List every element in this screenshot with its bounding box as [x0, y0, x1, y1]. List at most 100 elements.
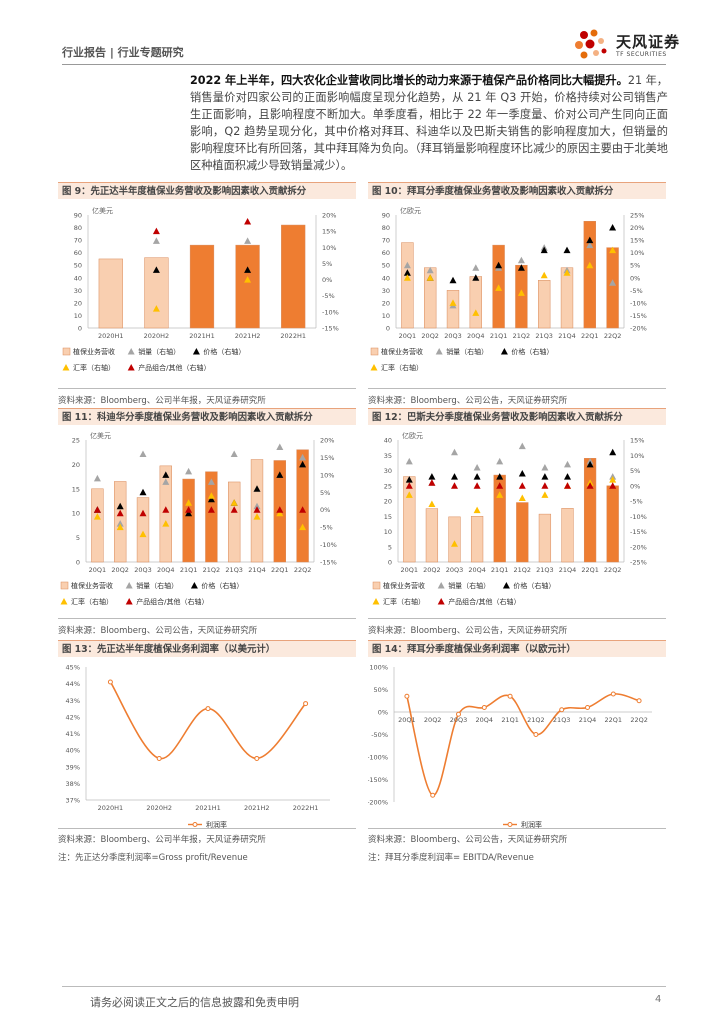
bar	[401, 242, 414, 329]
unit-label: 亿欧元	[402, 431, 423, 440]
y2-tick-label: -20%	[630, 325, 647, 333]
bar	[425, 508, 439, 563]
legend-label: 销量（右轴）	[448, 581, 490, 590]
figure-source: 资料来源：Bloomberg、公司公告，天风证券研究所	[368, 626, 568, 636]
figure-13: 图 13：先正达半年度植保业务利润率（以美元计） 45% 44% 43% 42% 41%…	[58, 640, 356, 870]
line-point	[636, 698, 642, 704]
point-价格右轴	[451, 473, 458, 480]
point-价格右轴	[564, 473, 571, 480]
point-产品组合其他右轴	[162, 506, 170, 513]
point-销量右轴	[541, 463, 549, 471]
legend-swatch	[125, 598, 133, 605]
point-产品组合其他右轴	[564, 482, 571, 489]
figure-note: 注：拜耳分季度利润率= EBITDA/Revenue	[368, 853, 534, 863]
point-产品组合其他右轴	[244, 217, 252, 225]
y-tick-label: 41%	[66, 730, 80, 738]
line-point	[156, 755, 162, 761]
x-tick-label: 2020H2	[144, 332, 170, 340]
point-汇率右轴	[609, 476, 617, 483]
figure-divider	[368, 828, 666, 829]
y2-tick-label: -25%	[630, 559, 647, 567]
footer-disclaimer[interactable]: 请务必阅读正文之后的信息披露和免责申明	[90, 996, 299, 1009]
point-产品组合其他右轴	[93, 506, 101, 513]
point-产品组合其他右轴	[253, 506, 261, 513]
point-销量右轴	[473, 463, 481, 471]
line-series	[109, 681, 307, 760]
point-汇率右轴	[116, 523, 124, 531]
point-销量右轴	[244, 237, 252, 244]
y2-tick-label: 20%	[320, 437, 334, 445]
y-tick-label: 20	[72, 461, 80, 469]
legend-swatch	[127, 364, 135, 371]
point-价格右轴	[428, 473, 436, 480]
legend-swatch-point	[192, 822, 198, 827]
y-tick-label: 30	[384, 467, 392, 475]
point-价格右轴	[116, 502, 124, 510]
x-tick-label: 20Q2	[421, 332, 439, 340]
point-产品组合其他右轴	[586, 482, 594, 489]
header-divider	[62, 64, 666, 65]
legend-swatch	[370, 347, 379, 356]
point-价格右轴	[517, 264, 525, 271]
y2-tick-label: 15%	[630, 237, 644, 245]
y-tick-label: 45%	[66, 664, 80, 672]
bar	[538, 513, 552, 563]
x-tick-label: 22Q2	[630, 716, 648, 724]
y-tick-label: 25	[72, 437, 80, 445]
page-number: 4	[655, 994, 662, 1005]
point-销量右轴	[139, 450, 147, 457]
y-tick-label: 20	[384, 498, 392, 506]
point-汇率右轴	[586, 261, 594, 269]
x-tick-label: 20Q2	[423, 566, 441, 574]
point-价格右轴	[586, 460, 594, 468]
legend-swatch	[437, 598, 445, 605]
chart-fig14: 100% 50% 0% -50% -100% -150% -200% 20Q1 20Q2 20Q3…	[368, 664, 652, 829]
point-汇率右轴	[517, 289, 525, 296]
bar	[470, 516, 484, 563]
point-销量右轴	[152, 237, 160, 244]
legend-label: 植保业务营收	[73, 347, 115, 356]
x-tick-label: 2021H2	[244, 804, 270, 812]
bar	[606, 247, 619, 329]
y2-tick-label: 15%	[630, 437, 644, 445]
line-point	[481, 705, 487, 710]
point-产品组合其他右轴	[496, 482, 504, 489]
point-产品组合其他右轴	[405, 482, 413, 489]
y-tick-label: 10	[74, 312, 82, 320]
chart-fig9: 亿美元 90 80 70 60 50 40 30 20 10 0 20% 15% 10% 5% 0% -5% -1…	[62, 206, 339, 372]
point-销量右轴	[116, 520, 124, 527]
y2-tick-label: 0%	[320, 506, 330, 514]
bar	[606, 485, 619, 563]
x-tick-label: 20Q1	[89, 566, 107, 574]
x-tick-label: 2021H1	[195, 804, 221, 812]
legend-swatch	[500, 348, 508, 355]
y-tick-label: 39%	[66, 763, 80, 771]
point-产品组合其他右轴	[428, 479, 436, 486]
y-tick-label: -100%	[368, 754, 388, 762]
y-tick-label: 5	[76, 534, 80, 542]
y2-tick-label: 20%	[630, 224, 644, 232]
legend-swatch	[370, 364, 378, 371]
point-价格右轴	[518, 470, 526, 477]
point-销量右轴	[405, 457, 413, 465]
point-销量右轴	[518, 442, 526, 450]
point-价格右轴	[185, 509, 193, 517]
point-产品组合其他右轴	[230, 506, 238, 513]
point-价格右轴	[162, 471, 170, 478]
bar	[205, 471, 218, 563]
point-汇率右轴	[609, 246, 617, 254]
legend-swatch	[125, 582, 133, 589]
figure-title: 图 11：科迪华分季度植保业务营收及影响因素收入贡献拆分	[58, 408, 356, 425]
line-point	[507, 693, 513, 699]
y-tick-label: 25	[384, 482, 392, 490]
legend-label: 价格（右轴）	[511, 347, 553, 356]
unit-label: 亿美元	[90, 431, 111, 440]
line-point	[559, 707, 565, 713]
x-tick-label: 20Q3	[450, 716, 468, 724]
point-价格右轴	[449, 276, 457, 284]
legend-label: 汇率（右轴）	[383, 597, 425, 606]
point-价格右轴	[207, 495, 215, 503]
x-tick-label: 20Q1	[399, 332, 417, 340]
legend-swatch	[192, 348, 200, 355]
x-tick-label: 20Q3	[446, 566, 464, 574]
